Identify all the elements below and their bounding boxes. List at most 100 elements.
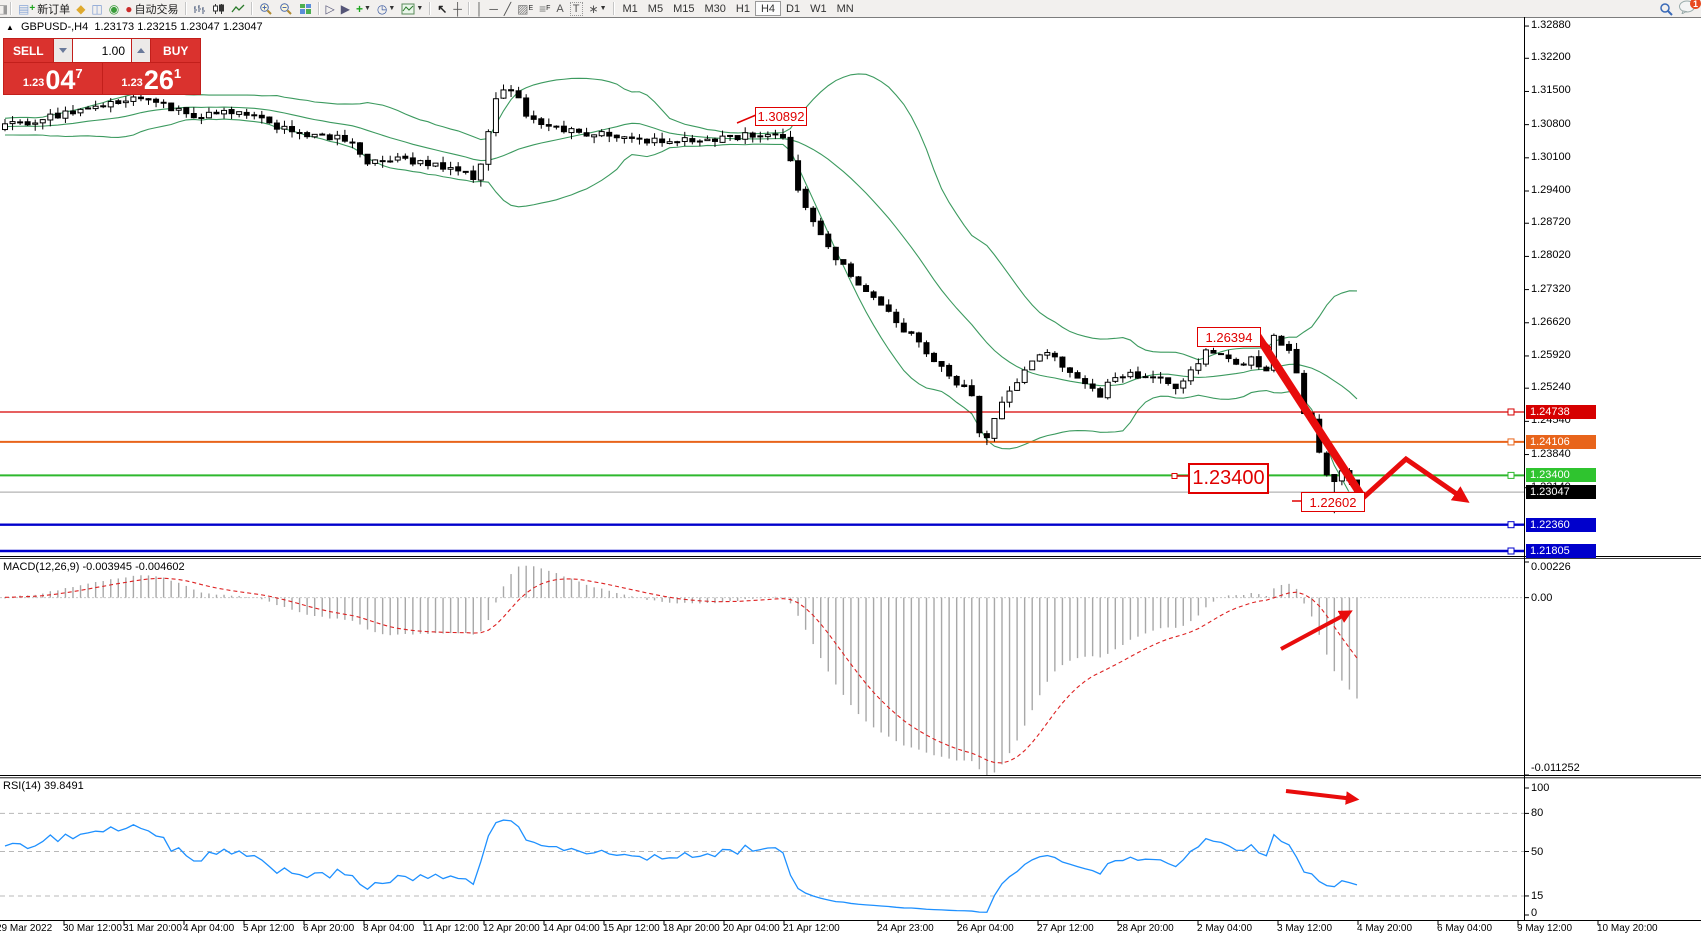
zoom-out-button[interactable]: [276, 1, 296, 17]
candle-body: [130, 96, 137, 102]
channel-tool-button[interactable]: ▨ E: [517, 1, 534, 16]
volume-decrease-button[interactable]: [53, 39, 72, 62]
timeframe-D1[interactable]: D1: [786, 2, 801, 15]
strategy-tester-button[interactable]: ▷: [323, 1, 338, 17]
rsi-arrow-down[interactable]: [1285, 789, 1360, 805]
candle-body: [757, 135, 764, 138]
callout-connector: [736, 114, 757, 124]
candle-body: [281, 125, 288, 130]
text-label-tool-button[interactable]: T: [567, 1, 586, 17]
new-indicator-button[interactable]: ▶: [338, 1, 353, 17]
candle-body: [258, 114, 265, 119]
text-tool-icon: A: [556, 2, 564, 15]
timeframe-M30[interactable]: M30: [704, 2, 726, 15]
candle-body: [1014, 382, 1021, 391]
volume-input[interactable]: [73, 39, 131, 62]
template-button[interactable]: ▼: [398, 1, 426, 17]
new-chart-button[interactable]: ◫: [88, 1, 105, 17]
candle-body: [1066, 367, 1073, 373]
candle-body: [213, 111, 220, 115]
candle-body: [326, 134, 333, 141]
hline-handle[interactable]: [1507, 547, 1515, 555]
candle-body: [394, 156, 401, 161]
candle-body: [817, 220, 824, 236]
timeframe-H4[interactable]: H4: [754, 1, 781, 16]
zoom-in-button[interactable]: [256, 1, 276, 17]
timeframe-W1[interactable]: W1: [810, 2, 827, 15]
search-icon[interactable]: [1659, 2, 1674, 16]
hline-handle[interactable]: [1507, 521, 1515, 529]
candle-body: [402, 155, 409, 159]
autotrade-label: 自动交易: [134, 3, 179, 16]
candle-body: [878, 296, 885, 306]
horizontal-line-tool-button[interactable]: ─: [486, 1, 501, 17]
autotrade-button[interactable]: ● 自动交易: [122, 1, 181, 17]
add-indicator-button[interactable]: + ▼: [353, 1, 374, 17]
buy-price[interactable]: 1.23 26 1: [102, 63, 200, 94]
candle-body: [1195, 363, 1202, 371]
candle-body: [1278, 335, 1285, 346]
sell-price[interactable]: 1.23 04 7: [4, 63, 102, 94]
candle-body: [976, 395, 983, 434]
candle-body: [1021, 369, 1028, 383]
candle-body: [228, 109, 235, 115]
candle-body: [644, 138, 651, 144]
cursor-tool-button[interactable]: ↖: [434, 1, 450, 17]
trend-arrow-main-down[interactable]: [1253, 332, 1367, 501]
candle-body: [424, 159, 431, 167]
candle-body: [583, 132, 590, 137]
signals-button[interactable]: ◉: [106, 1, 122, 17]
crosshair-tool-button[interactable]: ┼: [450, 1, 465, 17]
notifications-button[interactable]: 1: [1678, 0, 1701, 17]
candle-body: [236, 111, 243, 115]
arrows-tool-button[interactable]: ∗ ▼: [586, 1, 610, 17]
candle-body: [1142, 376, 1149, 379]
buy-button[interactable]: BUY: [151, 39, 200, 62]
text-tool-button[interactable]: A: [553, 1, 566, 17]
styler-button[interactable]: ◆: [73, 1, 88, 17]
period-button[interactable]: ◷ ▼: [374, 1, 398, 17]
fibonacci-tool-button[interactable]: ≡ F: [539, 1, 551, 16]
new-order-button[interactable]: ▤ + 新订单: [15, 1, 73, 17]
clipped-icon: ◨: [0, 1, 7, 16]
hline-handle[interactable]: [1507, 471, 1515, 479]
sell-button[interactable]: SELL: [4, 39, 53, 62]
candle-body: [39, 119, 46, 124]
candle-body: [908, 331, 915, 334]
vertical-line-tool-button[interactable]: │: [473, 1, 487, 17]
candle-body: [69, 110, 76, 115]
candle-body: [455, 166, 462, 172]
main-toolbar: ◨ ▤ + 新订单 ◆ ◫ ◉ ● 自动交易 ▷ ▶ + ▼ ◷ ▼ ▼ ↖ ┼ │…: [0, 0, 1701, 18]
candle-body: [92, 105, 99, 110]
candle-body: [674, 141, 681, 144]
candle-body: [1119, 376, 1126, 379]
candle-body: [508, 89, 515, 92]
tile-windows-button[interactable]: [296, 1, 315, 17]
trend-arrow-zigzag[interactable]: [1361, 455, 1470, 503]
candle-body: [137, 96, 144, 100]
hline-handle[interactable]: [1507, 408, 1515, 416]
hline-handle[interactable]: [1507, 438, 1515, 446]
volume-increase-button[interactable]: [132, 39, 151, 62]
candle-body: [311, 133, 318, 138]
candle-body: [560, 125, 567, 133]
bollinger-middle: [4, 106, 1358, 400]
timeframe-MN[interactable]: MN: [836, 2, 854, 15]
green-plus-icon: +: [355, 1, 363, 16]
timeframe-M15[interactable]: M15: [673, 2, 695, 15]
candle-body: [175, 107, 182, 111]
timeframe-M5[interactable]: M5: [647, 2, 664, 15]
candle-body: [198, 117, 205, 120]
candlestick-chart-button[interactable]: [209, 1, 228, 17]
candle-body: [273, 122, 280, 130]
candle-body: [440, 162, 447, 170]
trendline-tool-button[interactable]: ╱: [501, 1, 514, 17]
timeframe-H1[interactable]: H1: [735, 2, 750, 15]
line-chart-button[interactable]: [228, 1, 248, 17]
candlestick-chart-icon: [212, 3, 224, 14]
timeframe-M1[interactable]: M1: [622, 2, 638, 15]
bar-chart-button[interactable]: [190, 1, 209, 17]
candle-body: [221, 109, 228, 115]
macd-arrow-up[interactable]: [1280, 610, 1353, 651]
